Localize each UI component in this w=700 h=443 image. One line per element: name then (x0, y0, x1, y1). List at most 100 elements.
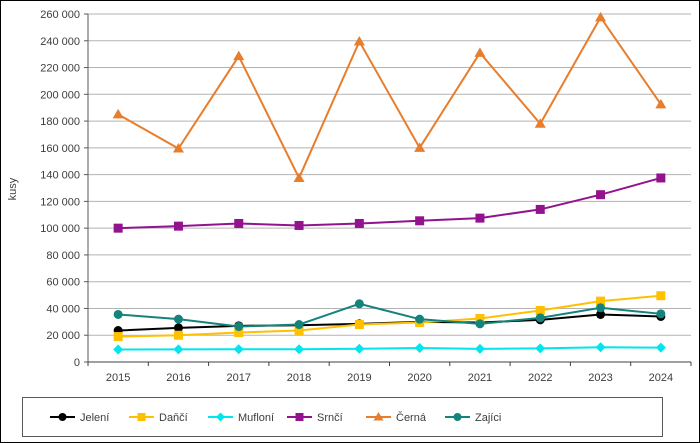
square-marker-icon (656, 173, 666, 183)
legend: Jelení Daňčí Mufloní Srnčí Černá Zajíci (22, 397, 663, 437)
diamond-marker-icon (414, 342, 425, 353)
square-marker-icon (294, 326, 304, 336)
circle-marker-icon (354, 299, 364, 309)
diamond-marker-icon (294, 344, 305, 355)
y-tick-label: 220 000 (40, 63, 80, 75)
circle-marker-icon (596, 303, 606, 313)
series-line (118, 294, 661, 338)
axes (84, 13, 692, 366)
square-marker-icon (173, 221, 183, 231)
triangle-marker-icon (414, 142, 426, 152)
legend-item-jelení: Jelení (50, 412, 109, 424)
x-tick-label: 2018 (287, 372, 311, 384)
triangle-marker-icon (172, 143, 184, 153)
gridlines (88, 13, 691, 336)
series-line (118, 302, 661, 328)
square-marker-icon (475, 314, 485, 323)
legend-label: Zajíci (475, 412, 501, 424)
circle-marker-icon (596, 309, 606, 319)
circle-marker-icon (58, 413, 67, 421)
legend-label: Daňčí (159, 412, 188, 424)
square-marker-icon (234, 218, 244, 228)
y-tick-label: 0 (74, 357, 80, 369)
triangle-marker-icon (233, 50, 245, 61)
triangle-marker-icon (534, 118, 546, 128)
circle-marker-icon (113, 309, 123, 319)
series-zajíci (113, 299, 666, 332)
x-tick-label: 2017 (227, 372, 251, 384)
circle-marker-icon (535, 313, 545, 323)
triangle-marker-icon (373, 412, 384, 421)
square-marker-icon (295, 413, 304, 421)
square-marker-icon (294, 220, 304, 230)
x-tick-label: 2019 (347, 372, 371, 384)
diamond-marker-icon (474, 343, 485, 354)
y-tick-label: 160 000 (40, 143, 80, 155)
square-marker-icon (113, 223, 123, 233)
square-marker-icon (113, 332, 123, 342)
series-srnčí (113, 173, 666, 233)
triangle-marker-icon (112, 108, 124, 119)
square-marker-icon (535, 305, 545, 315)
series-line (117, 15, 662, 181)
series-line (118, 346, 661, 351)
y-tick-label: 80 000 (46, 250, 80, 262)
x-tick-label: 2021 (468, 372, 492, 384)
triangle-marker-icon (353, 35, 365, 46)
y-tick-label: 100 000 (40, 223, 80, 235)
series-černá (112, 11, 667, 182)
legend-label: Černá (396, 411, 427, 424)
diamond-marker-icon (173, 344, 184, 355)
square-marker-icon (137, 413, 146, 421)
y-tick-label: 20 000 (46, 330, 80, 342)
y-tick-label: 120 000 (40, 196, 80, 208)
y-tick-label: 180 000 (40, 116, 80, 128)
series-mufloní (113, 342, 666, 355)
circle-marker-icon (173, 314, 183, 324)
circle-marker-icon (453, 413, 462, 421)
square-marker-icon (415, 216, 425, 226)
diamond-marker-icon (655, 342, 666, 353)
x-tick-label: 2024 (649, 372, 673, 384)
triangle-marker-icon (293, 172, 305, 182)
y-tick-label: 60 000 (46, 277, 80, 289)
x-tick-label: 2015 (106, 372, 130, 384)
square-marker-icon (596, 190, 606, 200)
legend-label: Mufloní (238, 412, 274, 424)
y-axis-title: kusy (7, 177, 19, 201)
legend-label: Jelení (80, 412, 109, 424)
diamond-marker-icon (354, 343, 365, 354)
series-jelení (113, 309, 666, 336)
circle-marker-icon (234, 322, 244, 332)
circle-marker-icon (173, 323, 183, 333)
square-marker-icon (173, 330, 183, 340)
diamond-marker-icon (535, 343, 546, 354)
square-marker-icon (354, 320, 364, 330)
series-line (118, 176, 662, 230)
square-marker-icon (656, 291, 666, 301)
square-marker-icon (596, 296, 606, 306)
square-marker-icon (535, 204, 545, 214)
diamond-marker-icon (595, 342, 606, 353)
x-tick-label: 2022 (528, 372, 552, 384)
tick-labels: 0 20 000 40 000 60 000 80 000 100 000 120 000 1… (40, 9, 673, 384)
circle-marker-icon (656, 309, 666, 319)
legend-item-srnčí: Srnčí (287, 412, 343, 424)
diamond-marker-icon (233, 344, 244, 355)
square-marker-icon (475, 213, 485, 223)
triangle-marker-icon (595, 11, 607, 22)
x-tick-label: 2020 (407, 372, 431, 384)
y-tick-label: 240 000 (40, 36, 80, 48)
legend-label: Srnčí (317, 412, 343, 424)
y-tick-label: 200 000 (40, 89, 80, 101)
y-tick-label: 40 000 (46, 303, 80, 315)
circle-marker-icon (475, 319, 485, 329)
circle-marker-icon (294, 320, 304, 330)
legend-item-zajíci: Zajíci (445, 412, 501, 424)
square-marker-icon (354, 218, 364, 228)
legend-item-mufloní: Mufloní (208, 412, 274, 424)
diamond-marker-icon (216, 412, 225, 422)
x-tick-label: 2016 (166, 372, 190, 384)
